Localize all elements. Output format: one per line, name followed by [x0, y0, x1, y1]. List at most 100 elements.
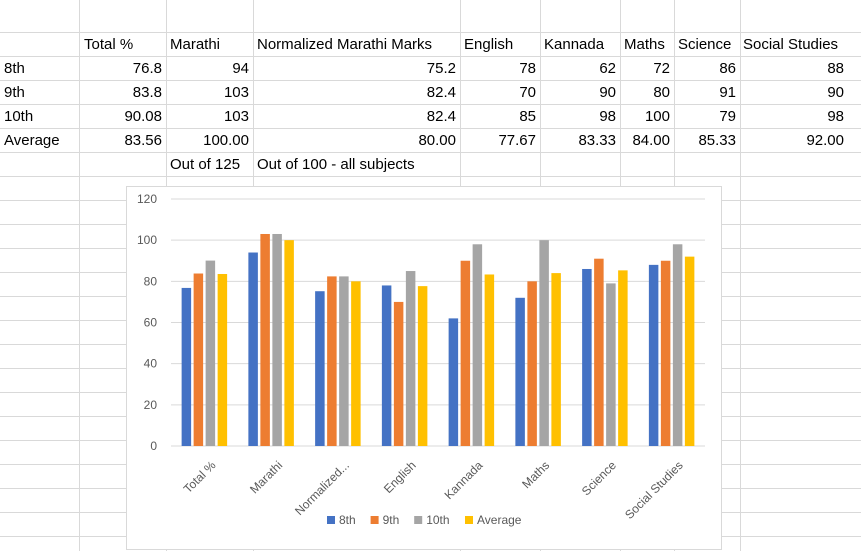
cell-average-english[interactable]: 77.67: [498, 132, 536, 149]
grid-row-line: [0, 104, 861, 105]
cell-8th-english[interactable]: 78: [519, 60, 536, 77]
bar-8th-6: [582, 268, 592, 446]
cell-9th-marathi[interactable]: 103: [223, 84, 249, 101]
legend-label-average: Average: [477, 513, 522, 527]
legend-label-9th: 9th: [383, 513, 400, 527]
x-tick-label: Total %: [181, 458, 219, 496]
legend-swatch-10th: [414, 516, 423, 524]
x-tick-label: Normalized...: [292, 458, 352, 518]
bar-10th-0: [205, 260, 216, 446]
y-tick-label: 80: [144, 274, 158, 288]
header-normalized-marathi[interactable]: Normalized Marathi Marks: [257, 36, 433, 53]
bar-9th-7: [660, 260, 671, 446]
cell-8th-maths[interactable]: 72: [653, 60, 670, 77]
grid-row-line: [0, 176, 861, 177]
cell-10th-normalized[interactable]: 82.4: [426, 108, 456, 125]
header-total-percent[interactable]: Total %: [84, 36, 134, 53]
grid-col-line: [79, 0, 80, 551]
cell-10th-marathi[interactable]: 103: [223, 108, 249, 125]
note-marathi-out-of[interactable]: Out of 125: [170, 156, 241, 173]
cell-8th-normalized[interactable]: 75.2: [426, 60, 456, 77]
bar-9th-1: [260, 233, 270, 446]
bar-10th-5: [539, 240, 549, 446]
cell-average-total[interactable]: 83.56: [124, 132, 162, 149]
note-normalized-out-of[interactable]: Out of 100 - all subjects: [257, 156, 415, 173]
bar-8th-7: [648, 264, 659, 446]
x-tick-label: Social Studies: [622, 458, 686, 522]
x-tick-label: Science: [579, 458, 619, 498]
cell-average-maths[interactable]: 84.00: [632, 132, 670, 149]
cell-8th-total[interactable]: 76.8: [132, 60, 162, 77]
bar-9th-3: [393, 301, 404, 446]
bar-9th-5: [527, 281, 537, 446]
cell-average-normalized[interactable]: 80.00: [418, 132, 456, 149]
grid-row-line: [0, 152, 861, 153]
header-science[interactable]: Science: [678, 36, 732, 53]
bar-average-5: [551, 273, 561, 446]
legend-label-8th: 8th: [339, 513, 356, 527]
y-tick-label: 40: [144, 357, 158, 371]
bar-chart[interactable]: 0 20 40 60 80 100 120 Total % Marathi Normalized.…: [126, 186, 722, 550]
row-label-8th[interactable]: 8th: [4, 60, 25, 77]
row-label-9th[interactable]: 9th: [4, 84, 25, 101]
cell-average-marathi[interactable]: 100.00: [203, 132, 249, 149]
bar-10th-3: [405, 271, 416, 446]
row-label-10th[interactable]: 10th: [4, 108, 34, 125]
bar-10th-6: [606, 283, 616, 446]
cell-8th-kannada[interactable]: 62: [599, 60, 616, 77]
header-english[interactable]: English: [464, 36, 514, 53]
cell-average-kannada[interactable]: 83.33: [578, 132, 616, 149]
cell-10th-english[interactable]: 85: [519, 108, 536, 125]
header-kannada[interactable]: Kannada: [544, 36, 605, 53]
cell-10th-total[interactable]: 90.08: [124, 108, 162, 125]
header-social-studies[interactable]: Social Studies: [743, 36, 839, 53]
grid-row-line: [0, 56, 861, 57]
cell-8th-science[interactable]: 86: [719, 60, 736, 77]
bar-10th-1: [272, 233, 282, 446]
bar-10th-4: [472, 244, 483, 446]
bar-10th-2: [339, 276, 349, 446]
chart-canvas: 0 20 40 60 80 100 120 Total % Marathi Normalized.…: [137, 192, 705, 527]
bar-average-0: [217, 274, 228, 446]
cell-average-science[interactable]: 85.33: [698, 132, 736, 149]
y-tick-label: 20: [144, 398, 158, 412]
cell-9th-kannada[interactable]: 90: [599, 84, 616, 101]
row-label-average[interactable]: Average: [4, 132, 60, 149]
cell-9th-science[interactable]: 91: [719, 84, 736, 101]
grid-row-line: [0, 128, 861, 129]
x-tick-label: Kannada: [442, 458, 486, 502]
cell-average-social[interactable]: 92.00: [806, 132, 844, 149]
cell-8th-marathi[interactable]: 94: [232, 60, 249, 77]
cell-9th-maths[interactable]: 80: [653, 84, 670, 101]
cell-10th-maths[interactable]: 100: [644, 108, 670, 125]
cell-10th-social[interactable]: 98: [827, 108, 844, 125]
header-maths[interactable]: Maths: [624, 36, 665, 53]
bar-average-4: [484, 274, 495, 446]
bar-9th-4: [460, 260, 471, 446]
legend-swatch-8th: [327, 516, 335, 524]
cell-9th-english[interactable]: 70: [519, 84, 536, 101]
x-tick-label: Marathi: [247, 458, 285, 496]
bar-average-7: [684, 256, 695, 446]
bar-8th-5: [515, 297, 525, 446]
cell-10th-kannada[interactable]: 98: [599, 108, 616, 125]
header-marathi[interactable]: Marathi: [170, 36, 221, 53]
cell-10th-science[interactable]: 79: [719, 108, 736, 125]
y-tick-label: 120: [137, 192, 157, 206]
cell-8th-social[interactable]: 88: [827, 60, 844, 77]
bar-10th-7: [672, 244, 683, 446]
legend-swatch-9th: [370, 516, 379, 524]
cell-9th-normalized[interactable]: 82.4: [426, 84, 456, 101]
cell-9th-social[interactable]: 90: [827, 84, 844, 101]
y-tick-label: 100: [137, 233, 157, 247]
bar-average-3: [417, 286, 428, 446]
bar-8th-2: [315, 291, 325, 446]
bar-9th-2: [327, 276, 337, 446]
y-tick-label: 0: [150, 439, 157, 453]
grid-row-line: [0, 32, 861, 33]
bar-average-6: [618, 270, 628, 446]
cell-9th-total[interactable]: 83.8: [132, 84, 162, 101]
legend-swatch-average: [465, 516, 473, 524]
x-tick-label: English: [381, 458, 419, 496]
x-tick-label: Maths: [519, 458, 552, 491]
